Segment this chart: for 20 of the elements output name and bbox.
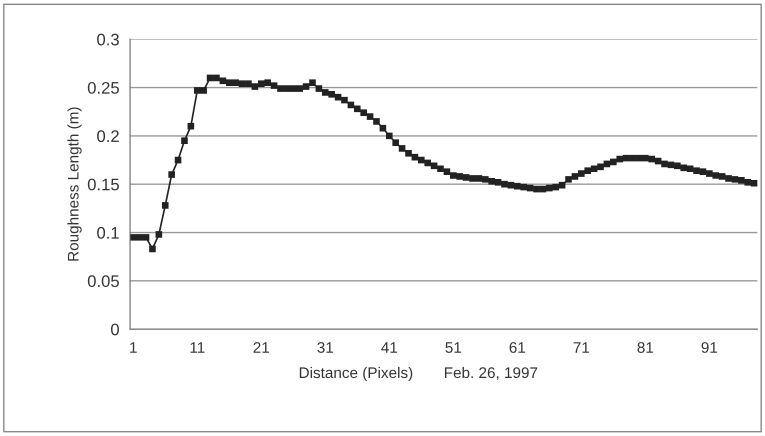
x-tick-label: 61 — [510, 342, 526, 353]
x-tick-label: 11 — [190, 342, 204, 353]
x-tick-label: 31 — [317, 342, 334, 353]
y-tick-label: 0.15 — [88, 178, 119, 190]
x-tick-label: 21 — [254, 342, 270, 353]
x-tick-label: 51 — [445, 342, 462, 353]
text: Feb. 26, 1997 — [444, 366, 538, 380]
x-tick-label: 41 — [381, 342, 398, 353]
x-tick-label: 1 — [130, 342, 137, 353]
y-tick-label: 0.25 — [88, 82, 119, 94]
y-tick-label: 0 — [111, 324, 119, 336]
y-tick-label: 0.2 — [97, 130, 119, 142]
x-axis-title: Distance (Pixels) — [300, 366, 412, 382]
x-tick-label: 91 — [702, 342, 718, 353]
y-axis-title: Roughness Length (m) — [67, 107, 82, 261]
y-tick-label: 0.3 — [97, 34, 119, 46]
y-tick-label: 0.05 — [88, 275, 119, 288]
x-tick-label: 71 — [574, 342, 590, 353]
y-tick-label: 0.1 — [97, 226, 119, 239]
x-tick-label: 81 — [638, 342, 654, 353]
